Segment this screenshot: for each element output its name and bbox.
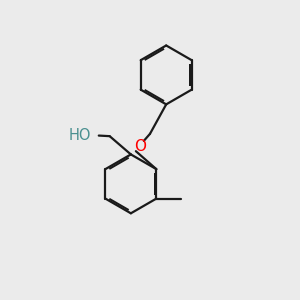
Text: HO: HO — [69, 128, 92, 143]
Text: O: O — [134, 139, 146, 154]
